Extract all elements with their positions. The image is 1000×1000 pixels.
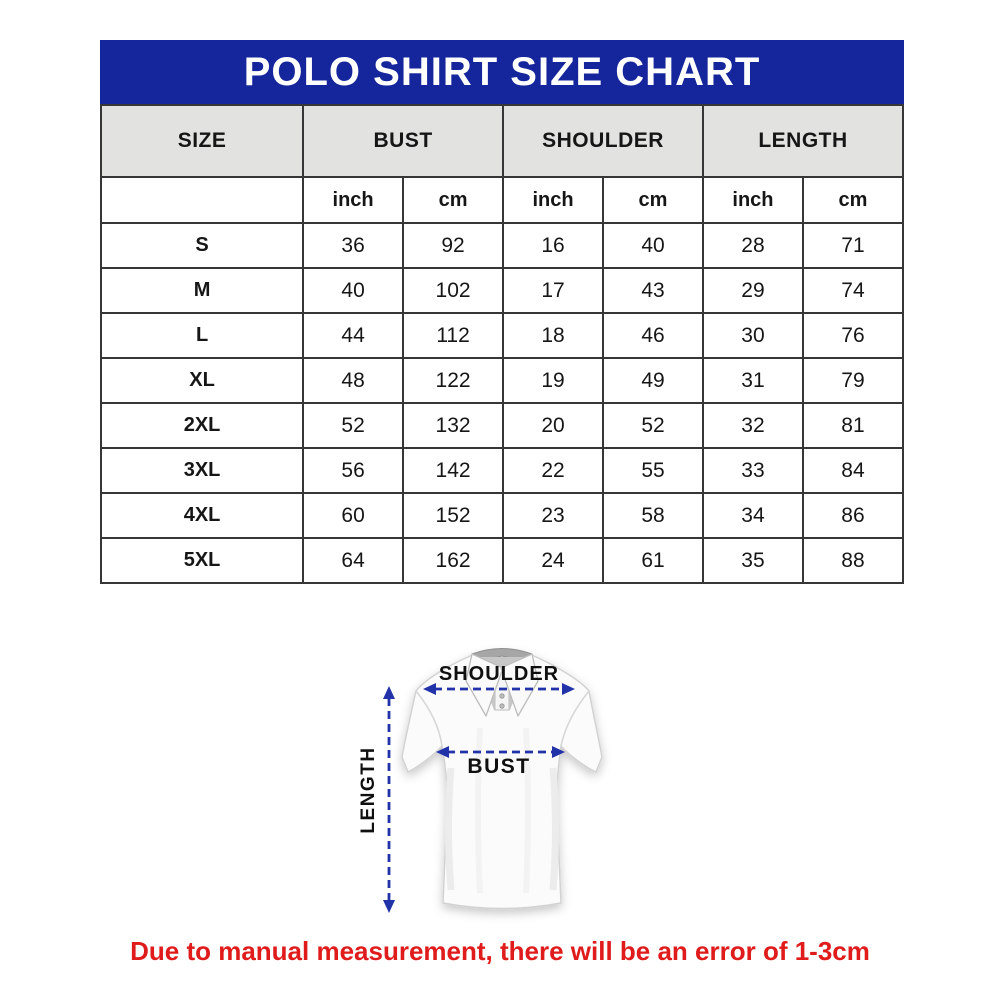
measurement-diagram: SHOULDER BUST LENGTH [330,618,675,933]
col-header-length: LENGTH [701,104,905,178]
value-cell: 55 [602,447,704,494]
value-cell: 23 [502,492,605,539]
table-row-xl: XL 48 122 19 49 31 79 [99,357,905,404]
unit-header-empty [99,176,305,224]
value-cell: 40 [302,267,405,314]
shirt-shading [415,690,590,894]
shoulder-arrow [423,683,575,695]
value-cell: 79 [801,357,905,404]
value-cell: 31 [701,357,804,404]
table-row-4xl: 4XL 60 152 23 58 34 86 [99,492,905,539]
table-row-2xl: 2XL 52 132 20 52 32 81 [99,402,905,449]
size-chart: POLO SHIRT SIZE CHART SIZE BUST SHOULDER… [99,40,905,584]
value-cell: 19 [502,357,605,404]
value-cell: 52 [302,402,405,449]
unit-header: inch [502,176,605,224]
size-cell: 5XL [99,537,305,584]
value-cell: 32 [701,402,804,449]
value-cell: 20 [502,402,605,449]
value-cell: 88 [801,537,905,584]
table-row-m: M 40 102 17 43 29 74 [99,267,905,314]
value-cell: 162 [402,537,505,584]
value-cell: 112 [402,312,505,359]
table-row-5xl: 5XL 64 162 24 61 35 88 [99,537,905,584]
value-cell: 18 [502,312,605,359]
value-cell: 16 [502,222,605,269]
value-cell: 92 [402,222,505,269]
value-cell: 28 [701,222,804,269]
value-cell: 36 [302,222,405,269]
size-cell: 4XL [99,492,305,539]
measurement-note: Due to manual measurement, there will be… [130,936,870,966]
value-cell: 132 [402,402,505,449]
value-cell: 122 [402,357,505,404]
value-cell: 64 [302,537,405,584]
col-header-size: SIZE [99,104,305,178]
polo-shirt-illustration: SHOULDER BUST LENGTH [358,648,603,913]
value-cell: 40 [602,222,704,269]
bust-label: BUST [467,755,530,778]
table-row-3xl: 3XL 56 142 22 55 33 84 [99,447,905,494]
size-cell: M [99,267,305,314]
unit-header: inch [701,176,804,224]
value-cell: 102 [402,267,505,314]
value-cell: 17 [502,267,605,314]
unit-header: cm [402,176,505,224]
value-cell: 71 [801,222,905,269]
value-cell: 86 [801,492,905,539]
col-header-bust: BUST [302,104,505,178]
value-cell: 56 [302,447,405,494]
table-row-l: L 44 112 18 46 30 76 [99,312,905,359]
size-cell: XL [99,357,305,404]
value-cell: 44 [302,312,405,359]
length-arrow [383,686,395,913]
value-cell: 81 [801,402,905,449]
unit-header: cm [801,176,905,224]
value-cell: 84 [801,447,905,494]
value-cell: 46 [602,312,704,359]
col-header-shoulder: SHOULDER [502,104,704,178]
value-cell: 60 [302,492,405,539]
polo-button [499,693,505,699]
table-row-s: S 36 92 16 40 28 71 [99,222,905,269]
unit-header: inch [302,176,405,224]
value-cell: 58 [602,492,704,539]
bust-arrow [436,746,565,758]
value-cell: 74 [801,267,905,314]
value-cell: 48 [302,357,405,404]
value-cell: 34 [701,492,804,539]
size-cell: 2XL [99,402,305,449]
value-cell: 49 [602,357,704,404]
value-cell: 43 [602,267,704,314]
value-cell: 30 [701,312,804,359]
polo-button [499,703,505,709]
shoulder-label: SHOULDER [439,663,559,685]
value-cell: 35 [701,537,804,584]
column-header-row: SIZE BUST SHOULDER LENGTH [99,104,905,178]
value-cell: 52 [602,402,704,449]
size-cell: L [99,312,305,359]
value-cell: 76 [801,312,905,359]
value-cell: 152 [402,492,505,539]
size-cell: S [99,222,305,269]
value-cell: 142 [402,447,505,494]
value-cell: 22 [502,447,605,494]
length-label: LENGTH [358,746,379,833]
chart-title: POLO SHIRT SIZE CHART [100,40,904,104]
size-cell: 3XL [99,447,305,494]
unit-header: cm [602,176,704,224]
value-cell: 29 [701,267,804,314]
value-cell: 24 [502,537,605,584]
value-cell: 61 [602,537,704,584]
unit-header-row: inch cm inch cm inch cm [99,176,905,224]
size-table: SIZE BUST SHOULDER LENGTH inch cm inch c… [99,104,905,584]
value-cell: 33 [701,447,804,494]
